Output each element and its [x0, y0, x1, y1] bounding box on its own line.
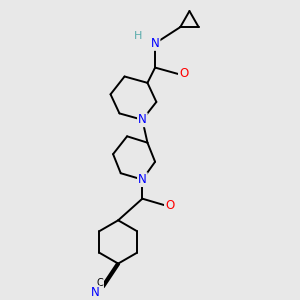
- Text: N: N: [91, 286, 100, 299]
- Text: N: N: [151, 37, 160, 50]
- Text: O: O: [179, 68, 188, 80]
- Text: N: N: [138, 113, 147, 126]
- Text: H: H: [134, 31, 143, 41]
- Text: C: C: [97, 278, 103, 288]
- Text: O: O: [165, 199, 174, 212]
- Text: N: N: [138, 173, 147, 186]
